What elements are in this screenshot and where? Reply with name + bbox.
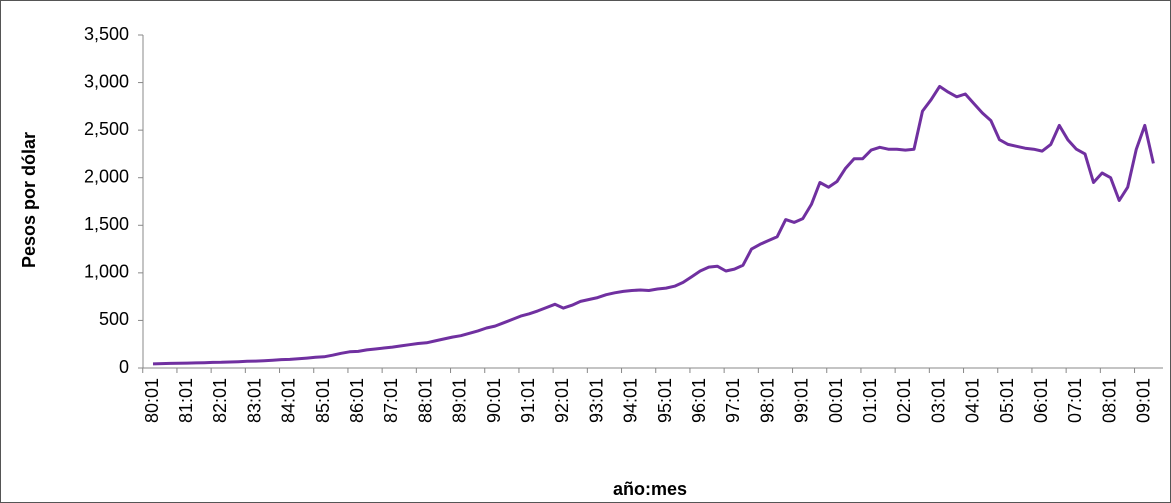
y-tick-label: 1,000: [84, 262, 129, 282]
x-tick-label: 98:01: [757, 378, 777, 423]
x-tick-label: 00:01: [826, 378, 846, 423]
x-tick-label: 87:01: [381, 378, 401, 423]
x-tick-label: 01:01: [860, 378, 880, 423]
y-tick-label: 2,500: [84, 119, 129, 139]
y-tick-label: 500: [99, 309, 129, 329]
x-tick-label: 07:01: [1065, 378, 1085, 423]
x-tick-label: 86:01: [347, 378, 367, 423]
x-tick-label: 96:01: [689, 378, 709, 423]
x-tick-label: 82:01: [210, 378, 230, 423]
y-tick-label: 1,500: [84, 214, 129, 234]
x-tick-label: 94:01: [621, 378, 641, 423]
x-tick-label: 92:01: [552, 378, 572, 423]
x-tick-label: 06:01: [1031, 378, 1051, 423]
x-tick-label: 09:01: [1134, 378, 1154, 423]
y-tick-label: 0: [119, 357, 129, 377]
x-axis-title: año:mes: [613, 479, 687, 499]
x-tick-label: 08:01: [1099, 378, 1119, 423]
x-tick-label: 99:01: [792, 378, 812, 423]
x-tick-label: 89:01: [450, 378, 470, 423]
y-axis-title: Pesos por dólar: [19, 132, 39, 268]
x-tick-label: 03:01: [928, 378, 948, 423]
x-tick-label: 95:01: [655, 378, 675, 423]
x-tick-label: 81:01: [176, 378, 196, 423]
x-tick-label: 84:01: [279, 378, 299, 423]
x-tick-label: 05:01: [997, 378, 1017, 423]
y-tick-label: 2,000: [84, 166, 129, 186]
x-tick-label: 90:01: [484, 378, 504, 423]
data-line: [152, 84, 1155, 366]
x-tick-label: 83:01: [244, 378, 264, 423]
x-tick-label: 88:01: [415, 378, 435, 423]
x-tick-label: 80:01: [142, 378, 162, 423]
x-tick-label: 93:01: [586, 378, 606, 423]
x-tick-label: 04:01: [963, 378, 983, 423]
x-tick-label: 91:01: [518, 378, 538, 423]
x-tick-label: 85:01: [313, 378, 333, 423]
y-tick-label: 3,000: [84, 71, 129, 91]
x-tick-label: 97:01: [723, 378, 743, 423]
y-tick-label: 3,500: [84, 24, 129, 44]
x-tick-label: 02:01: [894, 378, 914, 423]
